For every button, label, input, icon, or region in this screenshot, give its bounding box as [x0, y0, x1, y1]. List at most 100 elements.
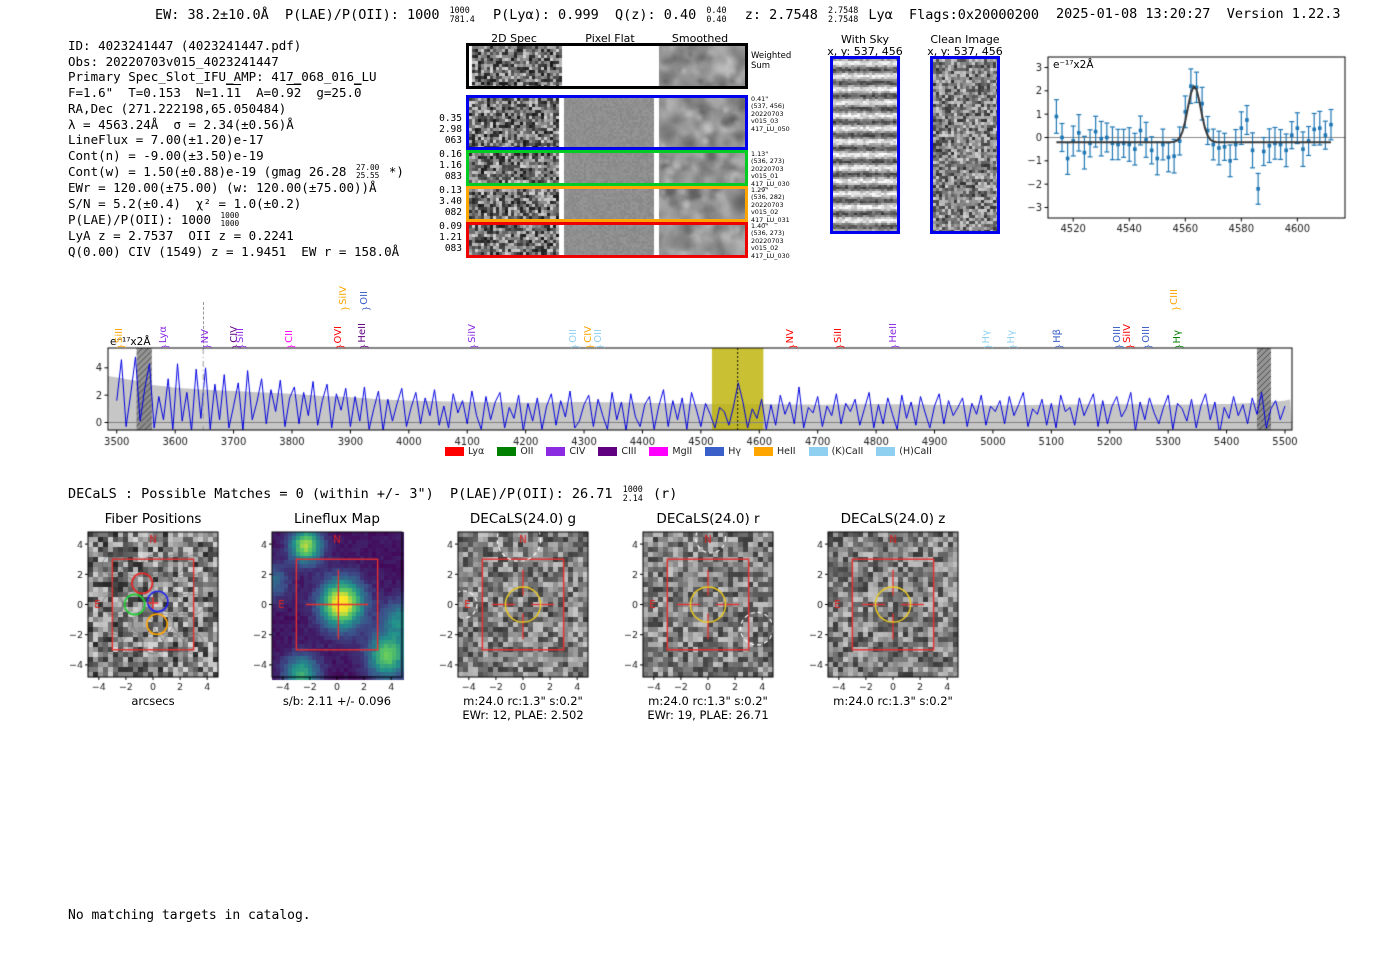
fiber-row-annotations: 1.40" (536, 273) 20220703 v015_02 417_LU_030 — [751, 222, 790, 260]
emission-line-label: Hβ{ — [1051, 329, 1064, 350]
sky-panel-coords: x, y: 537, 456 — [827, 45, 903, 58]
footer-line-1: No matching targets in catalog. — [68, 908, 311, 923]
report-version: Version 1.22.3 — [1226, 6, 1341, 22]
info-line: F=1.6" T=0.153 N=1.11 A=0.92 g=25.0 — [68, 85, 362, 101]
legend-swatch — [649, 447, 669, 456]
info-line: λ = 4563.24Å σ = 2.34(±0.56)Å — [68, 116, 294, 132]
legend-swatch — [546, 447, 566, 456]
fiber-row-metrics: 0.35 2.98 063 — [439, 113, 462, 146]
sky-panel-title: Clean Image x, y: 537, 456 — [915, 34, 1015, 58]
emission-line-label: SiIV{ — [467, 324, 479, 350]
emission-line-label: SiIV{ — [1122, 324, 1134, 350]
fiber-2d-row — [466, 95, 748, 150]
detection-info-block: ID: 4023241447 (4023241447.pdf) Obs: 2022… — [68, 38, 404, 260]
cutout-xlabel2: EWr: 12, PLAE: 2.502 — [462, 708, 584, 722]
with-sky-image — [830, 56, 900, 234]
col-header-smoothed: Smoothed — [671, 32, 729, 45]
legend-item: CIV — [546, 446, 585, 457]
legend-swatch — [876, 447, 896, 456]
legend-item: MgII — [649, 446, 692, 457]
col-header-pixelflat: Pixel Flat — [585, 32, 635, 45]
emission-line-label: CIII{ — [1168, 289, 1181, 312]
legend-item: HeII — [754, 446, 796, 457]
legend-swatch — [754, 447, 773, 456]
line-fit-zoom-plot — [1020, 46, 1356, 238]
cutout-title: DECaLS(24.0) r — [656, 511, 760, 527]
emission-line-label: Hγ{ — [1006, 329, 1018, 350]
emission-line-label: CII{ — [283, 330, 296, 350]
emission-line-label: NV{ — [199, 328, 212, 350]
col-header-2dspec: 2D Spec — [491, 32, 537, 45]
legend-swatch — [705, 447, 725, 456]
fiber-row-metrics: 0.13 3.40 082 — [439, 185, 462, 218]
legend-item: Hγ — [705, 446, 741, 457]
spectrum-legend: Lyα OII CIV CIII MgII Hγ HeII (K)CaII (H)CaII — [445, 446, 932, 457]
emission-line-label: SiII{ — [235, 327, 247, 350]
legend-swatch — [808, 447, 828, 456]
info-line: Q(0.00) CIV (1549) z = 1.9451 EW r = 158… — [68, 244, 400, 260]
weighted-sum-image — [469, 46, 745, 86]
fiber-2d-row — [466, 150, 748, 186]
emission-line-label: OII{ — [592, 329, 605, 350]
info-line: S/N = 5.2(±0.4) χ² = 1.0(±0.2) — [68, 196, 302, 212]
sky-line-marker — [203, 302, 204, 348]
cutout-image — [792, 526, 968, 694]
fiber-2d-row — [466, 222, 748, 258]
report-summary-line: EW: 38.2±10.0Å P(LAE)/P(OII): 1000 1000 7… — [155, 5, 1040, 24]
info-line: RA,Dec (271.222198,65.050484) — [68, 100, 287, 116]
emission-line-label: OVI{ — [333, 325, 345, 350]
legend-item: (H)CaII — [876, 446, 932, 457]
emission-line-label: SiII{ — [833, 327, 845, 350]
cutout-title: DECaLS(24.0) g — [469, 511, 577, 527]
emission-line-label: HeII{ — [887, 323, 900, 350]
fiber-row-metrics: 0.16 1.16 083 — [439, 149, 462, 182]
info-line: Obs: 20220703v015_4023241447 — [68, 53, 279, 69]
info-line: LyA z = 2.7537 OII z = 0.2241 — [68, 228, 294, 244]
info-line: EWr = 120.00(±75.00) (w: 120.00(±75.00))… — [68, 180, 377, 196]
zoom-plot-units-label: e⁻¹⁷x2Å — [1053, 59, 1094, 71]
legend-swatch — [445, 447, 464, 456]
cutout-xlabel2: EWr: 19, PLAE: 26.71 — [647, 708, 769, 722]
emission-line-label: SiII{ — [113, 327, 126, 350]
info-line: Primary Spec_Slot_IFU_AMP: 417_068_016_L… — [68, 69, 377, 85]
info-line: Cont(w) = 1.50(±0.88)e-19 (gmag 26.28 27… — [68, 163, 404, 181]
fiber-2d-image — [469, 225, 745, 255]
spectrum-units-label: e⁻¹⁷x2Å — [110, 336, 151, 348]
legend-swatch — [598, 447, 618, 456]
cutout-image — [236, 526, 412, 694]
info-line: ID: 4023241447 (4023241447.pdf) — [68, 38, 302, 53]
emission-line-label: OIII{ — [1141, 326, 1153, 350]
cutout-title: DECaLS(24.0) z — [840, 511, 946, 527]
cutout-image — [422, 526, 598, 694]
emission-line-label: NV{ — [785, 328, 797, 350]
cutout-title: Fiber Positions — [104, 511, 202, 527]
catalog-footer-note: No matching targets in catalog. Row inte… — [68, 876, 311, 953]
emission-line-label: SiIV{ — [337, 286, 350, 312]
fiber-2d-image — [469, 98, 745, 147]
legend-swatch — [497, 447, 517, 456]
legend-item: OII — [497, 446, 533, 457]
sky-panel-coords: x, y: 537, 456 — [927, 45, 1003, 58]
sky-panel-title: With Sky x, y: 537, 456 — [815, 34, 915, 58]
cutout-image — [607, 526, 783, 694]
fiber-2d-row — [466, 186, 748, 222]
full-spectrum-plot — [78, 338, 1318, 450]
weighted-sum-label: Weighted Sum — [751, 51, 792, 71]
cutout-xlabel: m:24.0 rc:1.3" s:0.2" — [648, 694, 768, 708]
cutout-image — [52, 526, 228, 694]
emission-line-label: Hγ{ — [1171, 329, 1183, 350]
emission-line-label: Lyα{ — [158, 325, 170, 350]
info-line: LineFlux = 7.00(±1.20)e-17 — [68, 132, 264, 148]
legend-item: Lyα — [445, 446, 484, 457]
emission-line-label: HeII{ — [356, 323, 369, 350]
cutout-xlabel: m:24.0 rc:1.3" s:0.2" — [833, 694, 953, 708]
cutout-title: Lineflux Map — [294, 511, 380, 527]
fiber-row-annotations: 0.41" (537, 456) 20220703 v015_03 417_LU_050 — [751, 95, 790, 133]
report-timestamp-version: 2025-01-08 13:20:27 Version 1.22.3 — [1056, 6, 1341, 22]
legend-item: CIII — [598, 446, 636, 457]
report-timestamp: 2025-01-08 13:20:27 — [1056, 6, 1211, 22]
weighted-sum-strip — [466, 43, 748, 89]
emission-line-label: OII{ — [359, 291, 371, 312]
fiber-2d-image — [469, 189, 745, 219]
